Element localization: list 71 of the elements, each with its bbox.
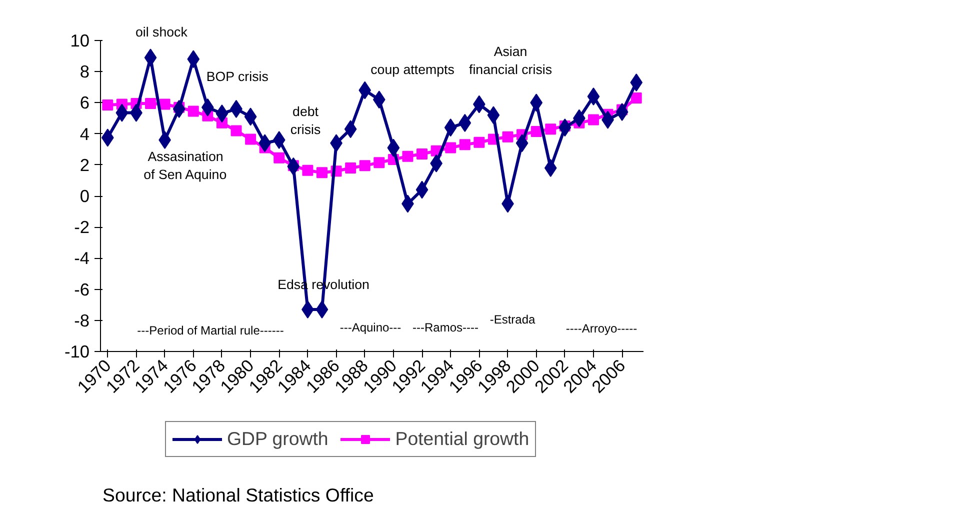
- point: [172, 100, 186, 118]
- annotation: ----Arroyo-----: [566, 322, 638, 336]
- point: [244, 108, 257, 126]
- point: [630, 92, 642, 104]
- point: [144, 48, 157, 67]
- point: [287, 157, 300, 176]
- y-tick-label: -6: [74, 279, 90, 300]
- y-tick-label: 6: [80, 92, 90, 113]
- annotation: -Estrada: [490, 312, 536, 326]
- point: [530, 126, 542, 137]
- point: [102, 100, 114, 111]
- annotation: BOP crisis: [206, 69, 269, 84]
- y-tick-label: 4: [80, 124, 90, 144]
- point: [402, 150, 414, 162]
- point: [444, 118, 457, 137]
- point: [101, 128, 114, 147]
- point: [359, 160, 370, 172]
- annotation: coup attempts: [370, 62, 455, 77]
- y-tick-label: 0: [80, 186, 90, 206]
- y-tick-label: -8: [74, 310, 90, 330]
- text: oil shock: [136, 24, 188, 40]
- y-tick-label: 8: [80, 62, 90, 82]
- point: [187, 50, 200, 68]
- source-note: Source: National Statistics Office: [102, 484, 374, 506]
- legend-label: GDP growth: [227, 428, 328, 450]
- annotation: Assasination of Sen Aquino: [144, 149, 227, 182]
- point: [588, 114, 599, 126]
- point: [474, 136, 485, 148]
- point: [358, 81, 372, 100]
- point: [459, 139, 470, 150]
- point: [544, 159, 557, 178]
- point: [316, 300, 328, 319]
- point: [230, 125, 242, 136]
- point: [516, 134, 528, 152]
- y-tick-label: -10: [64, 342, 90, 362]
- point: [345, 162, 356, 174]
- point: [558, 118, 572, 137]
- point: [387, 138, 400, 157]
- point: [487, 106, 500, 124]
- point: [188, 106, 199, 117]
- point: [416, 148, 428, 160]
- point: [245, 134, 256, 145]
- point: [302, 164, 314, 176]
- point: [587, 87, 600, 106]
- y-tick-label: -2: [74, 217, 90, 238]
- point: [216, 104, 228, 123]
- point: [374, 157, 385, 168]
- annotation: ---Period of Martial rule------: [137, 324, 284, 338]
- point: [372, 90, 386, 109]
- point: [274, 152, 285, 164]
- annotation: ---Aquino---: [340, 320, 402, 334]
- annotation: Asian financial crisis: [469, 44, 552, 77]
- point: [316, 167, 328, 178]
- point: [116, 104, 128, 122]
- point: [502, 131, 514, 142]
- y-tick-label: 10: [70, 30, 90, 50]
- y-tick-label: -4: [74, 248, 90, 268]
- legend-label: Potential growth: [395, 428, 530, 450]
- point: [159, 98, 170, 110]
- point: [344, 120, 357, 138]
- point: [445, 142, 456, 154]
- y-tick-label: 2: [80, 154, 90, 175]
- point: [616, 103, 628, 122]
- annotation: debt crisis: [290, 104, 322, 137]
- point: [545, 124, 556, 135]
- point: [272, 131, 286, 150]
- point: [416, 180, 428, 199]
- point: [630, 73, 643, 92]
- point: [145, 98, 156, 109]
- annotation: ---Ramos----: [412, 320, 478, 334]
- point: [458, 114, 472, 132]
